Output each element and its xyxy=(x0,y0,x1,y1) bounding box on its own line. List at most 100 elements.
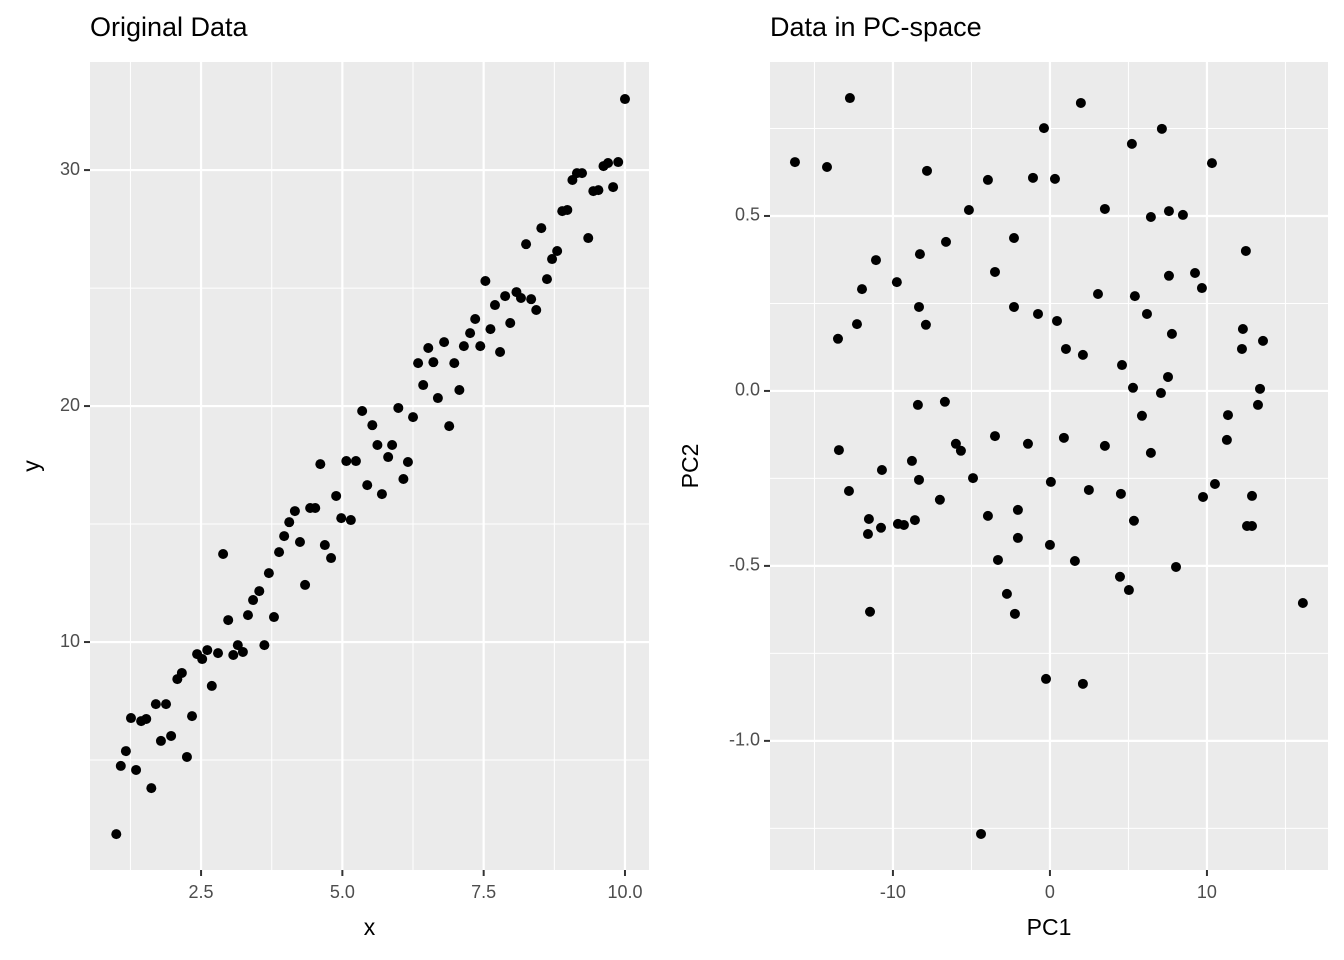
point xyxy=(1156,123,1167,134)
point xyxy=(862,529,873,540)
point xyxy=(383,452,394,463)
point xyxy=(294,536,305,547)
point xyxy=(439,337,450,348)
point xyxy=(1196,283,1207,294)
point xyxy=(922,165,933,176)
point xyxy=(341,456,352,467)
x-tick-label: 10 xyxy=(1197,882,1217,902)
point xyxy=(187,711,198,722)
point xyxy=(1240,245,1251,256)
point xyxy=(357,406,368,417)
point xyxy=(536,223,547,234)
point xyxy=(562,204,573,215)
point xyxy=(470,313,481,324)
point xyxy=(1099,203,1110,214)
point xyxy=(1237,324,1248,335)
point xyxy=(1009,608,1020,619)
point xyxy=(1247,490,1258,501)
point xyxy=(577,168,588,179)
point xyxy=(844,93,855,104)
point xyxy=(531,305,542,316)
point xyxy=(454,385,465,396)
point xyxy=(111,829,122,840)
point xyxy=(603,158,614,168)
chart-title: Original Data xyxy=(90,12,249,42)
point xyxy=(1155,388,1166,399)
point xyxy=(1033,308,1044,319)
point xyxy=(1255,383,1266,394)
y-tick-label: 30 xyxy=(60,159,80,179)
panel-background xyxy=(90,62,649,870)
x-tick-label: 5.0 xyxy=(330,882,355,902)
point xyxy=(1163,371,1174,382)
point xyxy=(1222,410,1233,421)
point xyxy=(166,730,177,741)
point xyxy=(521,239,532,250)
point xyxy=(619,94,630,105)
point xyxy=(1069,556,1080,567)
point xyxy=(1136,410,1147,421)
point xyxy=(146,783,157,794)
y-axis-title: y xyxy=(18,460,44,472)
x-tick-label: 10.0 xyxy=(607,882,642,902)
point xyxy=(367,420,378,431)
point xyxy=(428,357,439,368)
point xyxy=(876,522,887,533)
point xyxy=(989,266,1000,277)
point xyxy=(989,431,1000,442)
point xyxy=(1166,328,1177,339)
point xyxy=(912,399,923,410)
point xyxy=(968,473,979,484)
point xyxy=(155,735,166,746)
point xyxy=(125,713,136,724)
point xyxy=(176,667,187,678)
point xyxy=(982,510,993,521)
y-tick-label: -1.0 xyxy=(729,730,760,750)
point xyxy=(449,358,460,369)
point xyxy=(891,277,902,288)
point xyxy=(259,640,270,651)
point xyxy=(1198,491,1209,502)
point xyxy=(1247,521,1258,532)
point xyxy=(242,610,253,621)
point xyxy=(1049,173,1060,184)
point xyxy=(898,519,909,530)
point xyxy=(181,751,192,762)
point xyxy=(213,648,224,659)
point xyxy=(613,157,624,168)
point xyxy=(1141,308,1152,319)
point xyxy=(1060,343,1071,354)
point xyxy=(408,412,419,423)
point xyxy=(1145,212,1156,223)
point xyxy=(232,640,243,651)
point xyxy=(115,760,126,771)
point xyxy=(1099,440,1110,451)
y-tick-label: 0.5 xyxy=(735,205,760,225)
point xyxy=(1209,479,1220,490)
point xyxy=(821,161,832,172)
point xyxy=(465,328,476,339)
point xyxy=(218,549,229,560)
x-tick-label: 2.5 xyxy=(189,882,214,902)
point xyxy=(583,233,594,244)
x-tick-label: 0 xyxy=(1045,882,1055,902)
point xyxy=(789,157,800,168)
point xyxy=(934,494,945,505)
point xyxy=(376,489,387,500)
x-axis-title: x xyxy=(364,914,376,940)
point xyxy=(1163,206,1174,217)
point xyxy=(237,646,248,657)
point xyxy=(547,254,558,265)
point xyxy=(263,568,274,579)
point xyxy=(500,291,511,302)
point xyxy=(423,343,434,354)
point xyxy=(336,513,347,524)
point xyxy=(480,275,491,286)
point xyxy=(1058,432,1069,443)
point xyxy=(950,438,961,449)
point xyxy=(1206,158,1217,169)
point xyxy=(1008,233,1019,244)
point xyxy=(274,547,285,558)
point xyxy=(1092,289,1103,300)
point xyxy=(1117,360,1128,371)
